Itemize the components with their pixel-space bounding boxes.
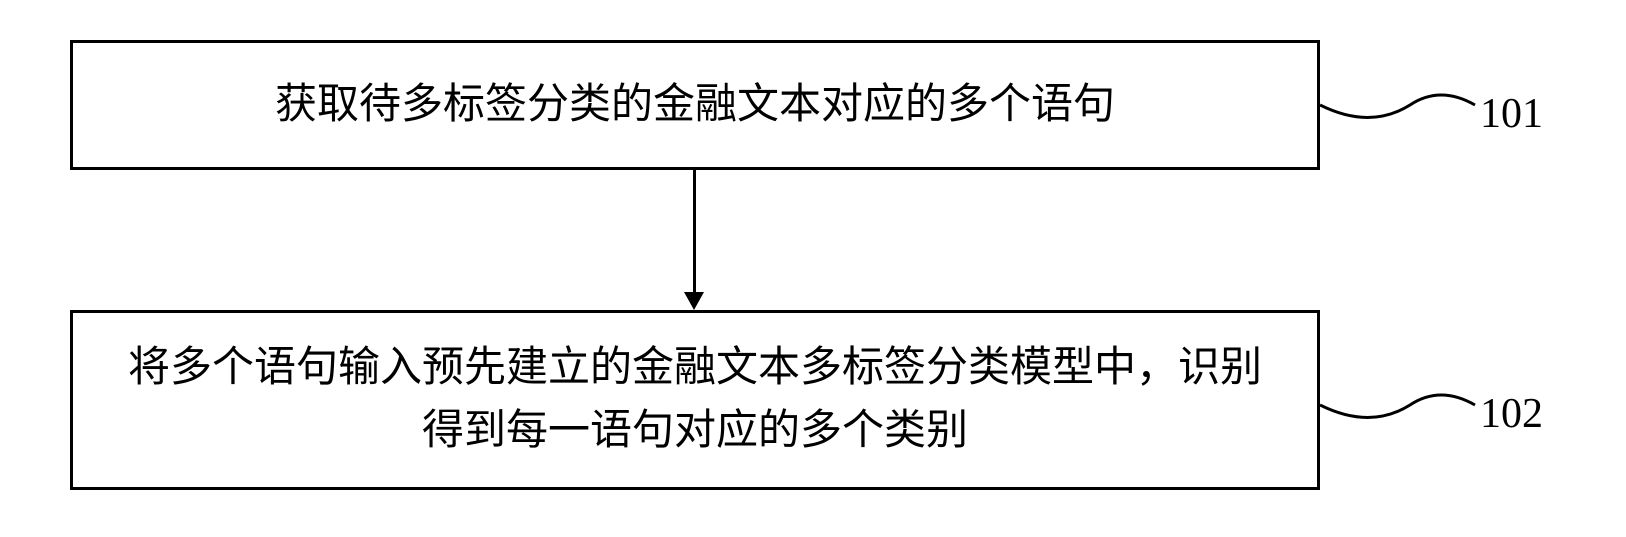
flowchart-step-1: 获取待多标签分类的金融文本对应的多个语句 — [70, 40, 1320, 170]
step-2-label: 102 — [1480, 390, 1543, 438]
flowchart-arrow-line — [693, 170, 696, 292]
step-1-label: 101 — [1480, 90, 1543, 138]
label-connector-1 — [1320, 80, 1480, 140]
step-1-text: 获取待多标签分类的金融文本对应的多个语句 — [275, 74, 1115, 137]
flowchart-step-2: 将多个语句输入预先建立的金融文本多标签分类模型中，识别得到每一语句对应的多个类别 — [70, 310, 1320, 490]
flowchart-container: 获取待多标签分类的金融文本对应的多个语句 101 将多个语句输入预先建立的金融文… — [0, 0, 1626, 537]
label-connector-2 — [1320, 380, 1480, 440]
flowchart-arrow-head — [684, 292, 704, 310]
step-2-text: 将多个语句输入预先建立的金融文本多标签分类模型中，识别得到每一语句对应的多个类别 — [113, 337, 1277, 463]
